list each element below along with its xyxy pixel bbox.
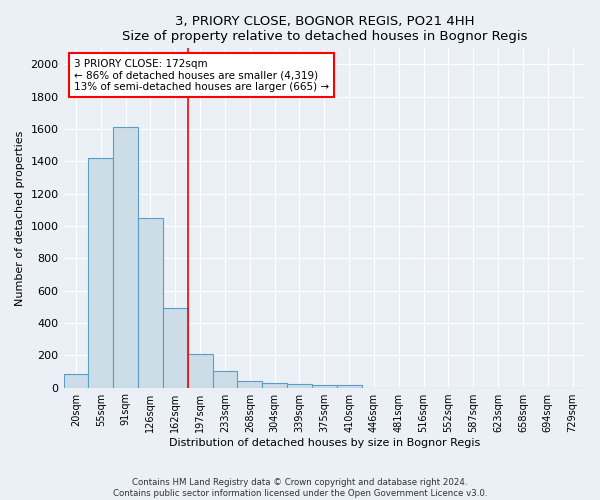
Bar bbox=[337, 384, 362, 388]
Bar bbox=[312, 384, 337, 388]
Bar bbox=[88, 158, 113, 388]
Bar bbox=[138, 218, 163, 388]
Bar bbox=[113, 128, 138, 388]
Title: 3, PRIORY CLOSE, BOGNOR REGIS, PO21 4HH
Size of property relative to detached ho: 3, PRIORY CLOSE, BOGNOR REGIS, PO21 4HH … bbox=[122, 15, 527, 43]
Bar bbox=[212, 370, 238, 388]
Bar bbox=[238, 381, 262, 388]
Bar bbox=[287, 384, 312, 388]
Text: Contains HM Land Registry data © Crown copyright and database right 2024.
Contai: Contains HM Land Registry data © Crown c… bbox=[113, 478, 487, 498]
Text: 3 PRIORY CLOSE: 172sqm
← 86% of detached houses are smaller (4,319)
13% of semi-: 3 PRIORY CLOSE: 172sqm ← 86% of detached… bbox=[74, 58, 329, 92]
X-axis label: Distribution of detached houses by size in Bognor Regis: Distribution of detached houses by size … bbox=[169, 438, 480, 448]
Bar bbox=[262, 383, 287, 388]
Bar bbox=[188, 354, 212, 388]
Y-axis label: Number of detached properties: Number of detached properties bbox=[15, 130, 25, 306]
Bar bbox=[64, 374, 88, 388]
Bar bbox=[163, 308, 188, 388]
